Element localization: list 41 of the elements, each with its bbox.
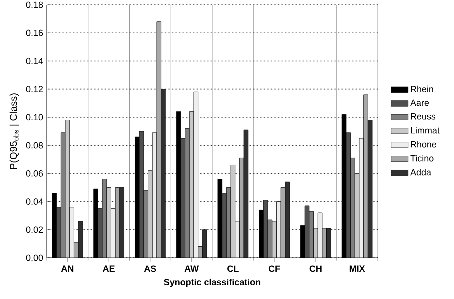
x-tick-label: CF [268,266,280,272]
bar [364,94,368,258]
y-tick-label: 0.18 [26,2,44,8]
y-tick-label: 0.16 [26,30,44,36]
x-tick-label: CL [228,266,239,272]
bar [144,190,148,258]
y-tick-label: 0.12 [26,86,44,93]
legend-label: Aare [410,100,430,106]
legend-label: Reuss [411,114,436,120]
x-tick-label: MIX [350,266,366,272]
bar [70,207,74,258]
y-tick-label: 0.06 [26,170,44,177]
y-tick-label: 0.04 [26,198,44,205]
legend-label: Rhone [411,141,437,148]
bar [309,212,314,258]
x-tick-label: AW [184,266,200,272]
y-tick-label: 0.02 [26,226,44,234]
bar [56,207,62,258]
y-tick-label: 0.08 [26,142,44,149]
legend-label: Ticino [410,155,434,162]
y-tick-label: 0.14 [26,58,44,64]
x-axis-title: Synoptic classification [164,278,261,288]
bar [185,128,190,258]
bar [111,208,116,258]
y-tick-label: 0.10 [26,114,44,121]
legend-label: Rhein [411,86,434,93]
legend-label: Adda [410,169,432,176]
x-tick-label: AE [103,266,115,272]
bar [161,89,166,258]
y-axis-title: P(Q95$_{obs}$ | Class) [10,94,20,170]
legend-label: Limmat [411,127,440,134]
x-tick-label: AN [61,266,74,272]
bar [120,188,124,258]
bar [276,202,282,258]
bar [222,193,227,258]
y-tick-label: 0.00 [26,254,44,262]
bar [106,188,112,258]
x-tick-label: CH [310,266,322,272]
x-tick-label: AS [144,266,156,272]
bar [148,170,153,258]
bar [350,158,356,258]
